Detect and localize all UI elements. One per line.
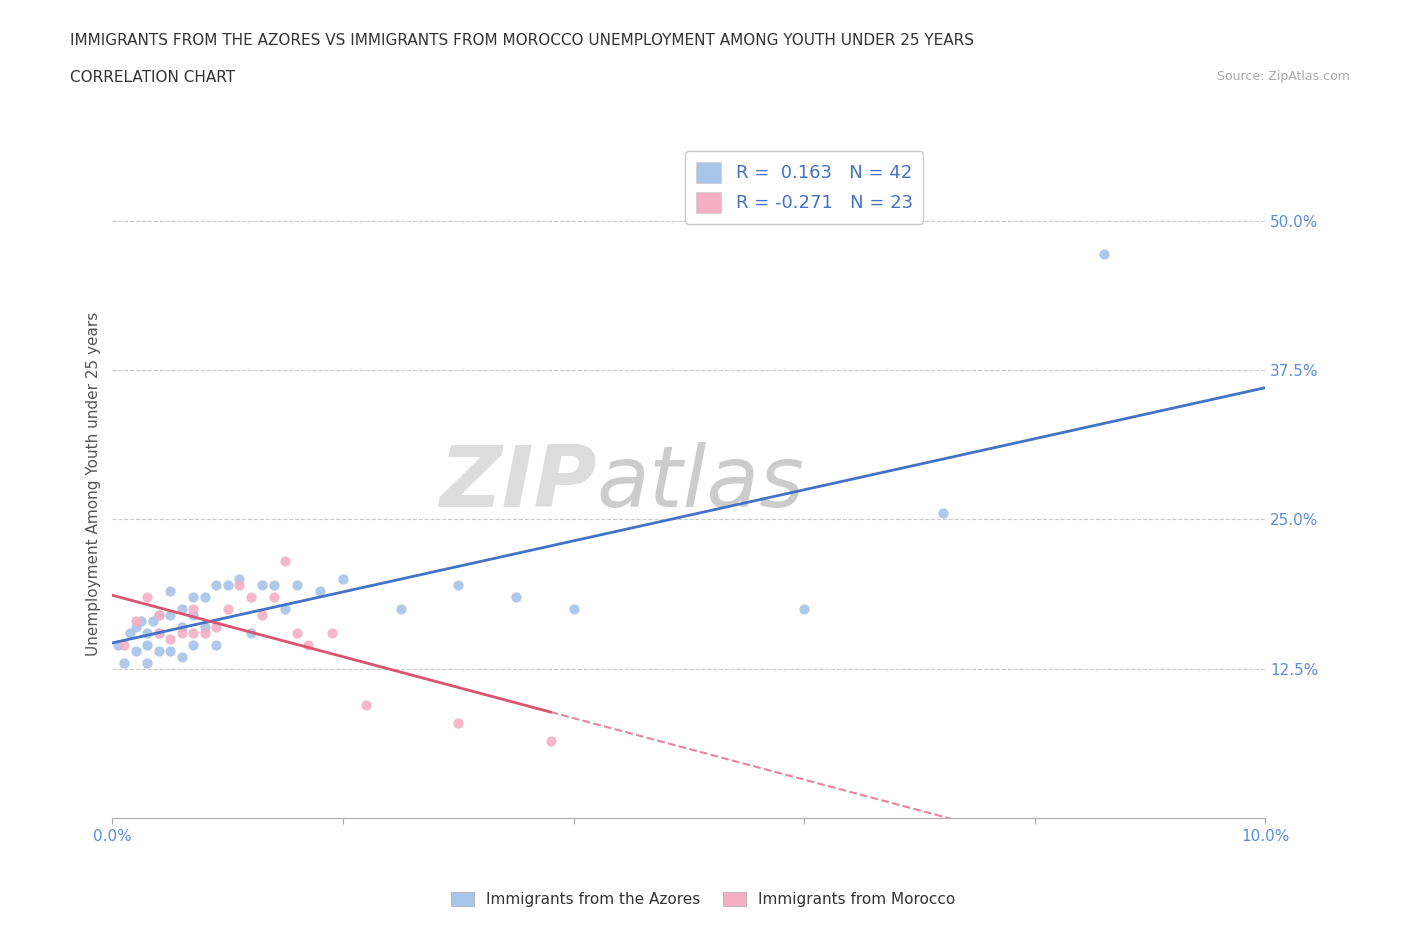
Text: Source: ZipAtlas.com: Source: ZipAtlas.com [1216, 70, 1350, 83]
Point [181, 607, 204, 622]
Point [217, 578, 239, 592]
Point [274, 554, 297, 569]
Point [228, 578, 250, 592]
Point [389, 602, 412, 617]
Point [159, 631, 181, 646]
Point [181, 590, 204, 604]
Point [181, 602, 204, 617]
Point [148, 626, 170, 641]
Point [793, 602, 815, 617]
Point [297, 638, 319, 653]
Point [170, 626, 193, 641]
Point [194, 619, 217, 634]
Point [107, 638, 129, 653]
Point [321, 626, 343, 641]
Text: ZIP: ZIP [439, 442, 596, 525]
Point [118, 626, 141, 641]
Point [205, 638, 228, 653]
Point [148, 607, 170, 622]
Point [562, 602, 585, 617]
Point [1092, 246, 1115, 261]
Point [148, 644, 170, 658]
Point [129, 614, 153, 629]
Legend: R =  0.163   N = 42, R = -0.271   N = 23: R = 0.163 N = 42, R = -0.271 N = 23 [685, 152, 924, 223]
Point [263, 590, 285, 604]
Point [159, 607, 181, 622]
Y-axis label: Unemployment Among Youth under 25 years: Unemployment Among Youth under 25 years [86, 312, 101, 656]
Point [112, 656, 135, 671]
Point [112, 638, 135, 653]
Point [252, 607, 274, 622]
Point [170, 602, 193, 617]
Point [148, 607, 170, 622]
Point [332, 572, 354, 587]
Point [205, 578, 228, 592]
Point [142, 614, 165, 629]
Point [285, 578, 308, 592]
Point [239, 590, 262, 604]
Point [170, 649, 193, 664]
Point [447, 715, 470, 730]
Point [239, 626, 262, 641]
Point [194, 590, 217, 604]
Point [354, 698, 377, 712]
Point [217, 602, 239, 617]
Point [124, 619, 146, 634]
Point [252, 578, 274, 592]
Point [136, 656, 159, 671]
Point [205, 619, 228, 634]
Point [194, 626, 217, 641]
Point [159, 584, 181, 599]
Point [540, 733, 562, 748]
Point [931, 506, 953, 521]
Text: IMMIGRANTS FROM THE AZORES VS IMMIGRANTS FROM MOROCCO UNEMPLOYMENT AMONG YOUTH U: IMMIGRANTS FROM THE AZORES VS IMMIGRANTS… [70, 33, 974, 47]
Text: CORRELATION CHART: CORRELATION CHART [70, 70, 235, 85]
Point [309, 584, 332, 599]
Point [136, 638, 159, 653]
Point [136, 626, 159, 641]
Point [274, 602, 297, 617]
Point [181, 638, 204, 653]
Point [505, 590, 527, 604]
Point [170, 619, 193, 634]
Legend: Immigrants from the Azores, Immigrants from Morocco: Immigrants from the Azores, Immigrants f… [444, 885, 962, 913]
Point [285, 626, 308, 641]
Point [181, 626, 204, 641]
Point [148, 626, 170, 641]
Point [124, 644, 146, 658]
Point [159, 644, 181, 658]
Point [124, 614, 146, 629]
Point [263, 578, 285, 592]
Point [136, 590, 159, 604]
Point [228, 572, 250, 587]
Point [447, 578, 470, 592]
Text: atlas: atlas [596, 442, 804, 525]
